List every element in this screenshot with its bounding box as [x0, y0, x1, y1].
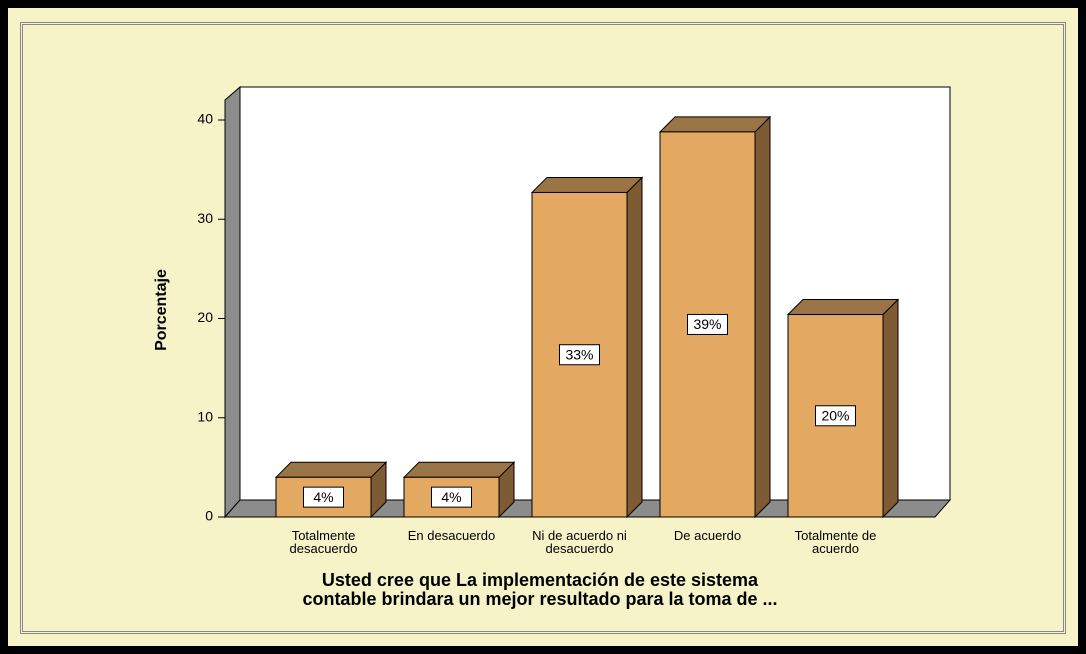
bar-top — [786, 299, 900, 316]
bar-side — [882, 298, 899, 519]
value-label: 33% — [565, 346, 593, 362]
x-tick-label: En desacuerdo — [407, 528, 496, 543]
value-label-box — [303, 486, 344, 508]
value-label: 20% — [821, 407, 849, 423]
y-tick-label: 20 — [197, 309, 213, 325]
x-tick-label: De acuerdo — [673, 528, 742, 543]
value-label: 39% — [693, 316, 721, 332]
value-label-box — [431, 486, 472, 508]
value-label: 4% — [313, 489, 333, 505]
bar-side — [626, 176, 643, 519]
inner-border — [20, 22, 1066, 634]
y-tick-label: 0 — [205, 508, 213, 524]
value-label-box — [559, 344, 600, 366]
x-axis-label: Usted cree que La implementación de este… — [321, 570, 759, 590]
x-tick-label: Ni de acuerdo ni desacuerdo — [532, 528, 627, 556]
bar-side — [754, 115, 771, 519]
y-tick-label: 40 — [197, 111, 213, 127]
x-tick-label: Totalmente desacuerdo — [289, 528, 358, 556]
x-axis-label: contable brindara un mejor resultado par… — [302, 589, 778, 609]
x-tick-label: Totalmente de acuerdo — [794, 528, 877, 556]
value-label-box — [687, 313, 728, 335]
y-tick-label: 30 — [197, 210, 213, 226]
bar-top — [530, 176, 644, 193]
value-label: 4% — [441, 489, 461, 505]
bar-top — [274, 461, 388, 478]
y-axis-label: Porcentaje — [153, 269, 170, 351]
bar-top — [402, 461, 516, 478]
y-tick-label: 10 — [197, 408, 213, 424]
left-wall — [224, 85, 241, 519]
bar-top — [658, 116, 772, 133]
value-label-box — [815, 405, 856, 427]
